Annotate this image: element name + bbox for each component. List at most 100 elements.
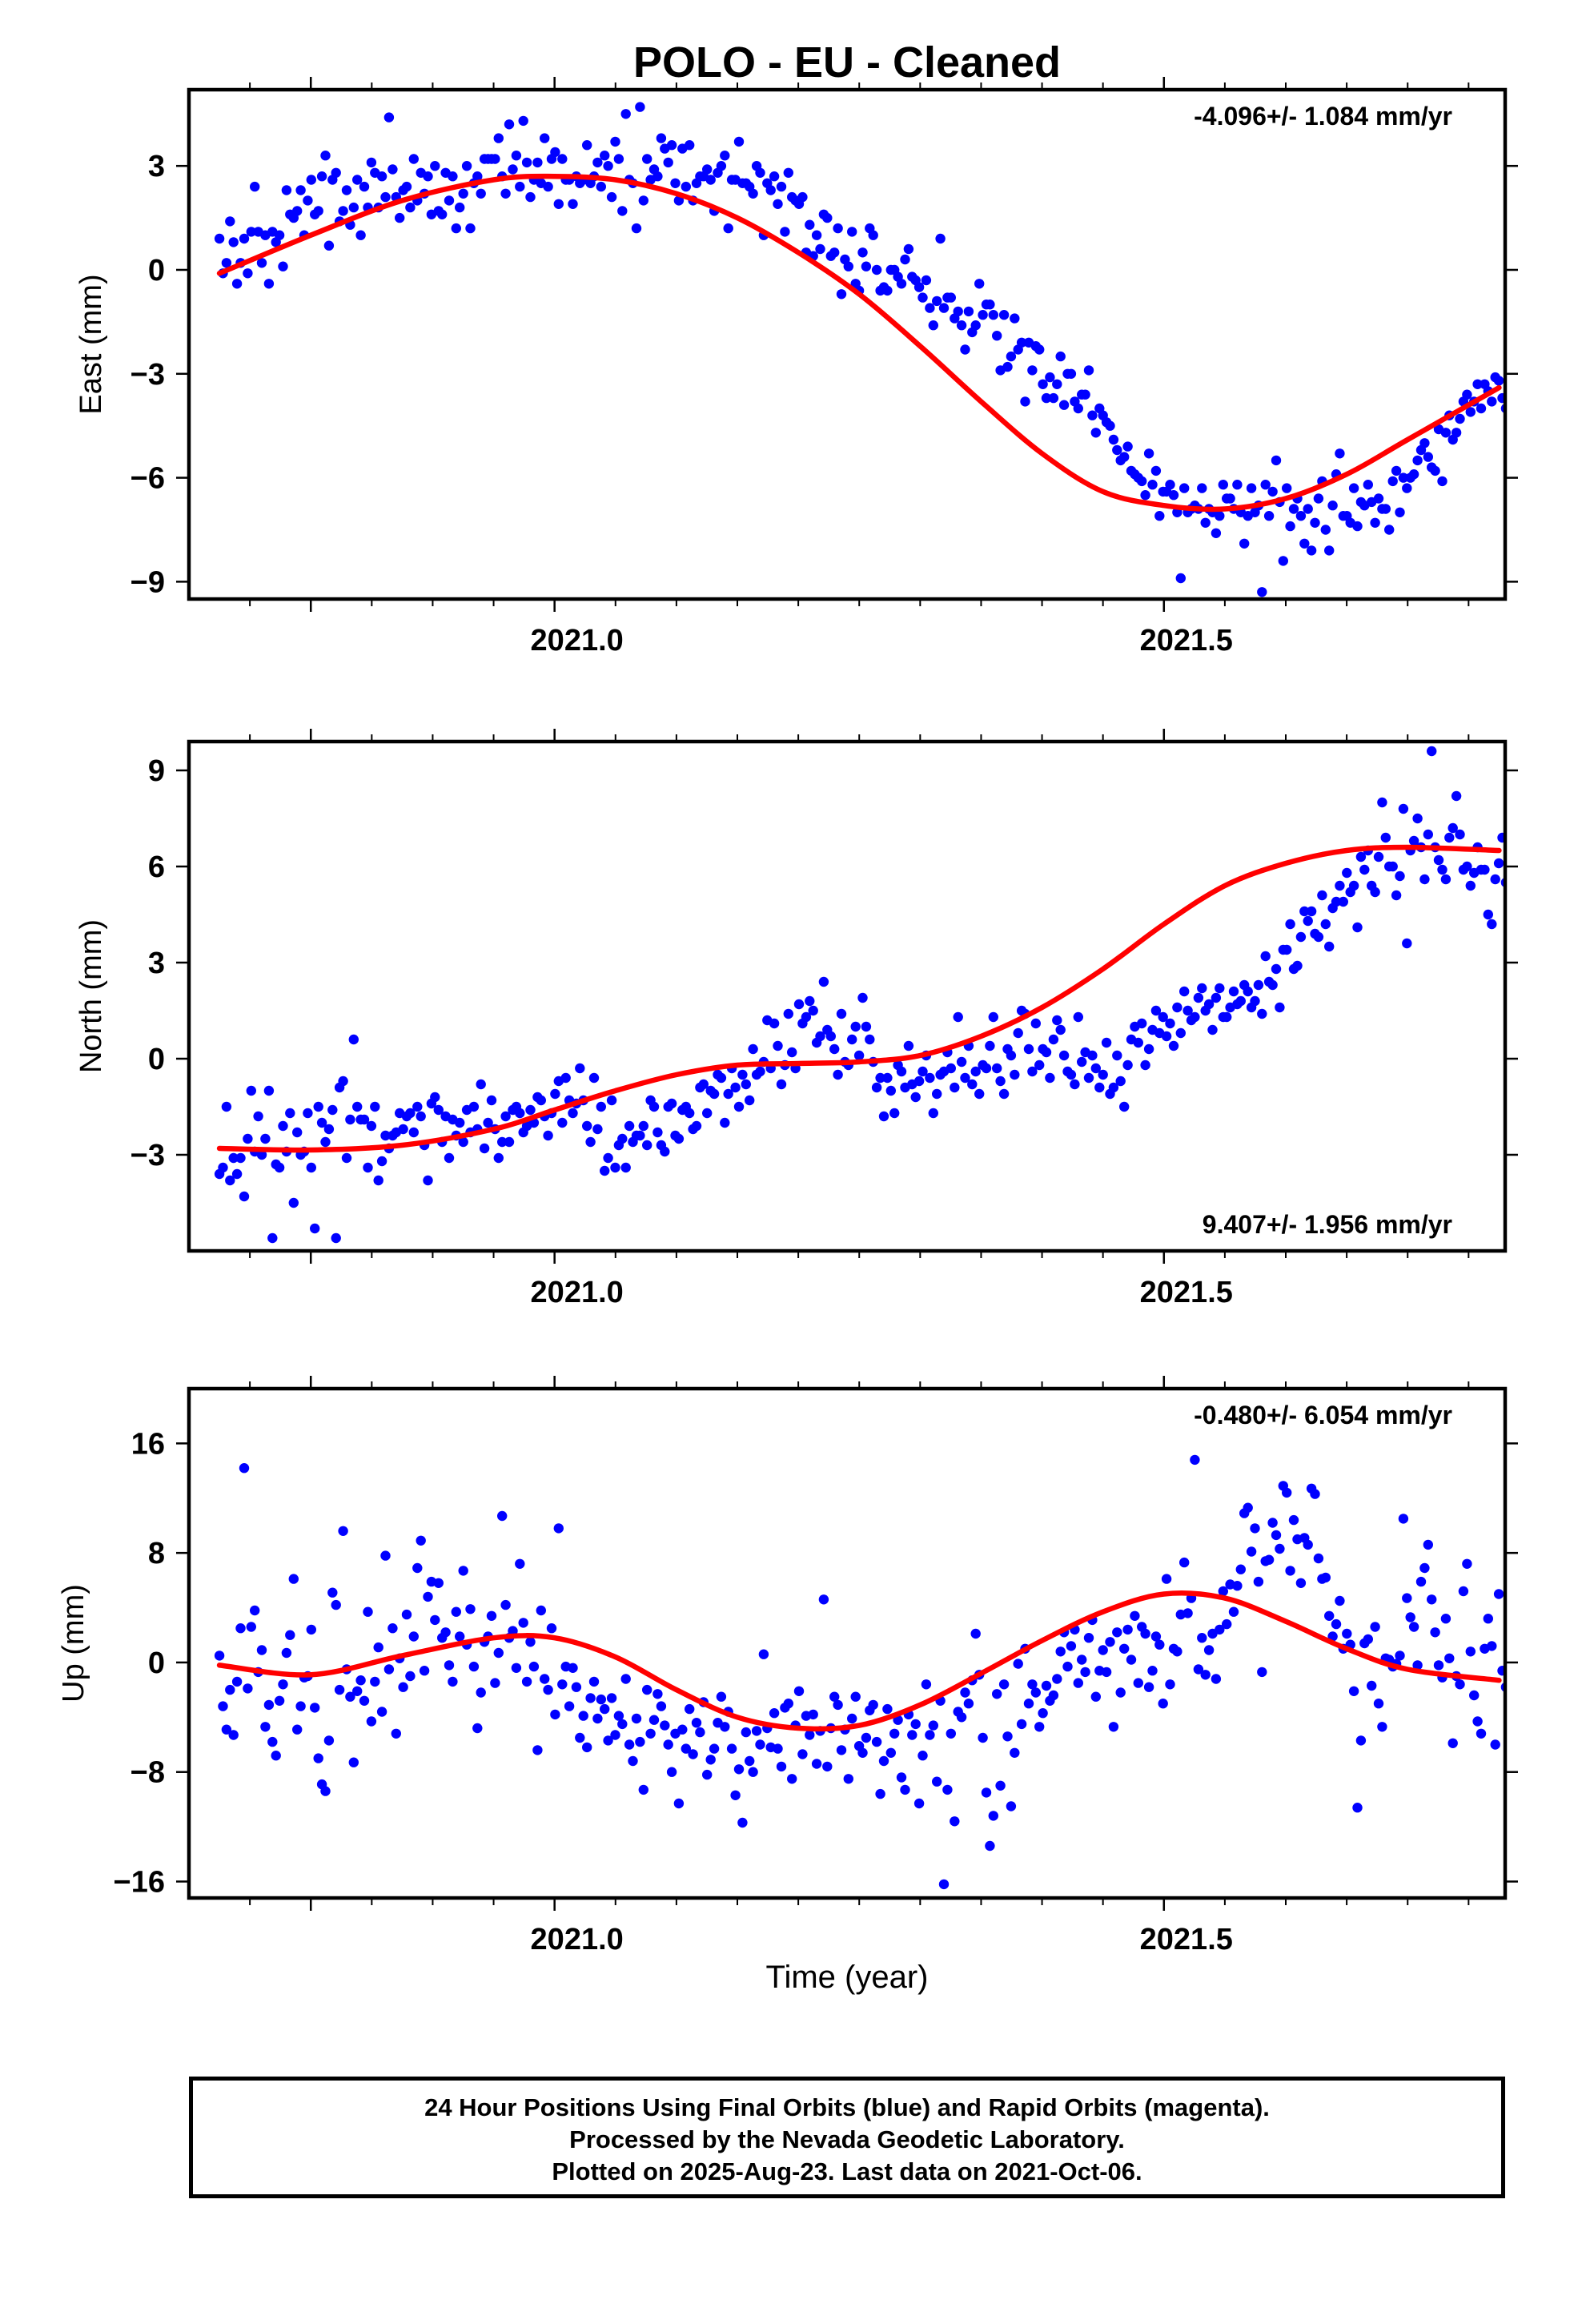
data-point	[1561, 858, 1571, 868]
data-point	[1034, 1722, 1045, 1732]
data-point	[928, 320, 939, 331]
data-point	[1182, 1005, 1193, 1016]
data-point	[1077, 1056, 1087, 1068]
data-point	[543, 1684, 553, 1695]
data-point	[423, 1175, 433, 1186]
data-point	[521, 1676, 532, 1687]
data-point	[1515, 1741, 1524, 1751]
data-point	[383, 1664, 395, 1675]
data-point	[967, 1079, 978, 1090]
data-point	[1451, 428, 1462, 438]
data-point	[737, 1817, 748, 1828]
data-point	[1243, 986, 1253, 997]
data-point	[1395, 1651, 1405, 1661]
data-point	[773, 199, 783, 209]
data-point	[600, 1165, 610, 1176]
data-point	[250, 1605, 260, 1616]
data-point	[1048, 1034, 1059, 1045]
data-point	[903, 243, 914, 255]
data-point	[504, 119, 515, 130]
data-point	[1367, 1680, 1377, 1691]
data-point	[306, 1162, 316, 1173]
data-point	[383, 112, 395, 123]
data-point	[1529, 393, 1539, 403]
data-point	[1526, 407, 1536, 416]
data-point	[338, 1526, 348, 1537]
data-point	[765, 185, 776, 195]
data-point	[1073, 1678, 1084, 1688]
data-point	[348, 202, 359, 213]
data-point	[1373, 493, 1384, 504]
data-point	[1370, 517, 1380, 528]
data-point	[932, 1776, 942, 1787]
data-point	[885, 1747, 897, 1758]
data-point	[960, 1687, 970, 1698]
data-point	[1200, 1670, 1211, 1680]
data-point	[1045, 372, 1055, 383]
data-point	[1016, 1719, 1027, 1730]
data-point	[231, 1676, 243, 1687]
data-point	[540, 133, 550, 143]
footer-line-3: Plotted on 2025-Aug-23. Last data on 202…	[552, 2157, 1142, 2185]
data-point	[373, 1642, 383, 1653]
data-point	[953, 1011, 963, 1023]
data-point	[1455, 829, 1465, 840]
data-point	[500, 188, 511, 199]
data-point	[338, 206, 348, 216]
data-point	[1522, 456, 1532, 465]
data-point	[1275, 1002, 1285, 1013]
data-point	[1402, 1593, 1412, 1603]
data-point	[1010, 1747, 1020, 1758]
data-point	[992, 331, 1002, 341]
data-point	[412, 1101, 423, 1112]
data-point	[825, 1031, 837, 1042]
data-point	[1105, 1637, 1115, 1647]
data-point	[1235, 995, 1247, 1007]
data-point	[603, 1735, 613, 1746]
data-point	[1246, 483, 1257, 493]
data-point	[239, 233, 250, 244]
data-point	[1235, 1564, 1247, 1574]
data-point	[1232, 480, 1243, 490]
data-point	[1108, 1082, 1119, 1093]
data-point	[776, 181, 787, 192]
data-point	[1540, 884, 1549, 894]
data-point	[525, 191, 536, 203]
data-point	[1465, 1647, 1476, 1657]
plot-frame	[187, 739, 1508, 1253]
rate-annotation: -0.480+/- 6.054 mm/yr	[1194, 1401, 1452, 1429]
data-point	[1515, 900, 1524, 910]
data-point	[1320, 919, 1331, 930]
x-axis-label: Time (year)	[766, 1960, 929, 1995]
data-point	[323, 240, 335, 251]
data-point	[805, 219, 815, 230]
data-point	[1020, 396, 1030, 407]
data-point	[733, 136, 745, 147]
data-point	[896, 279, 907, 289]
data-point	[239, 1463, 250, 1474]
data-point	[871, 264, 882, 275]
data-point	[370, 1676, 380, 1687]
data-point	[564, 1701, 575, 1711]
data-point	[1013, 1659, 1023, 1669]
data-point	[660, 1146, 670, 1157]
data-point	[1133, 1678, 1144, 1688]
data-point	[1055, 1024, 1066, 1035]
data-point	[331, 167, 341, 178]
footer-line-2: Processed by the Nevada Geodetic Laborat…	[569, 2125, 1125, 2153]
data-point	[263, 1699, 275, 1711]
x-tick-label: 2021.0	[531, 1276, 624, 1309]
data-point	[631, 1713, 642, 1724]
data-point	[1119, 452, 1130, 462]
data-point	[366, 157, 377, 168]
data-point	[938, 303, 950, 313]
data-point	[218, 1162, 228, 1173]
data-point	[405, 202, 416, 213]
data-point	[1038, 1708, 1048, 1719]
data-point	[730, 1082, 741, 1093]
data-point	[1373, 851, 1384, 862]
data-point	[1175, 1027, 1186, 1039]
data-point	[878, 1755, 889, 1767]
data-point	[1048, 1690, 1059, 1701]
data-point	[465, 223, 476, 234]
